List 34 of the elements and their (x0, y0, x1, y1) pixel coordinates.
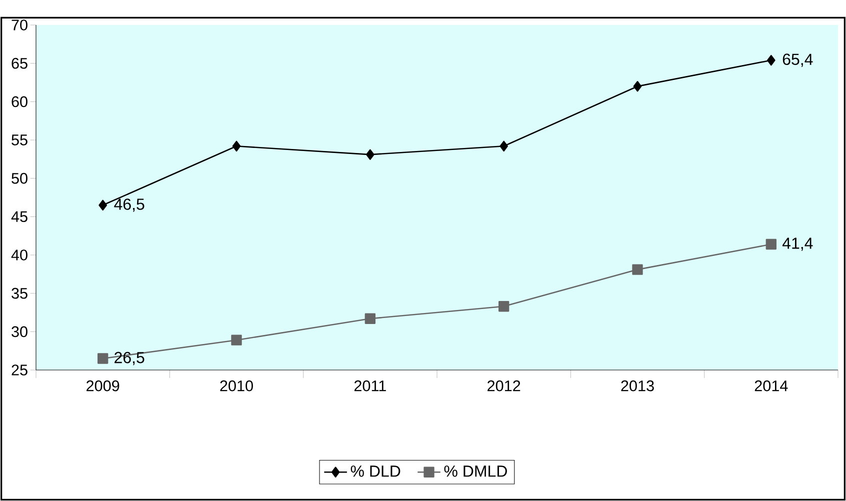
point (98, 353, 108, 364)
x-tick-label: 2013 (621, 380, 654, 392)
y-tick-label: 60 (12, 96, 28, 108)
point (632, 264, 643, 275)
point (766, 238, 776, 250)
y-tick-label: 70 (12, 20, 28, 30)
data-label: 46,5 (114, 198, 144, 212)
x-tick-label: 2012 (488, 380, 520, 392)
y-tick-label: 65 (12, 58, 28, 69)
point (766, 54, 776, 66)
y-tick-label: 45 (11, 211, 28, 222)
x-tick-label: 2011 (354, 380, 386, 392)
y-tick-label: 30 (12, 326, 28, 338)
point (231, 334, 242, 346)
point (498, 301, 510, 312)
y-tick-label: 50 (12, 172, 28, 184)
point (232, 140, 241, 152)
point (364, 313, 376, 324)
legend-label: % DLD (350, 466, 400, 477)
x-tick-label: 2014 (754, 380, 788, 392)
point (98, 200, 108, 211)
legend-label: % DMLD (444, 466, 507, 477)
data-label: 41,4 (782, 238, 813, 251)
y-tick-label: 55 (12, 134, 28, 146)
x-tick-label: 2010 (220, 380, 253, 392)
point (633, 81, 642, 92)
y-tick-label: 25 (12, 364, 28, 376)
point (500, 140, 508, 152)
y-tick-label: 40 (11, 250, 28, 260)
data-label: 26,5 (114, 352, 144, 366)
y-tick-label: 35 (12, 288, 28, 299)
point (366, 149, 374, 160)
x-tick-label: 2009 (86, 380, 120, 392)
data-label: 65,4 (782, 54, 813, 67)
